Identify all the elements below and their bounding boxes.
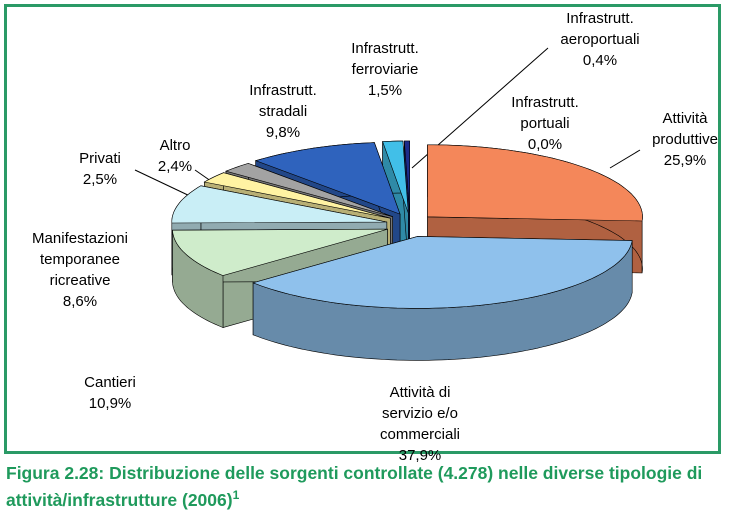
value-label: 8,6% xyxy=(62,293,98,310)
slice xyxy=(225,163,393,217)
value-label: 0,0% xyxy=(527,136,563,153)
slice xyxy=(171,185,387,224)
caption-note: 1 xyxy=(232,488,240,502)
chart xyxy=(134,47,643,361)
value-label: 1,5% xyxy=(367,82,403,99)
leader-line xyxy=(134,169,193,198)
value-label: 10,9% xyxy=(88,395,132,412)
value-label: 25,9% xyxy=(663,152,707,169)
slice-label: Infrastrutt. ferroviarie xyxy=(351,40,419,78)
slice xyxy=(252,236,633,361)
value-label: 0,4% xyxy=(582,52,618,69)
value-label: 9,8% xyxy=(265,124,301,141)
value-label: 37,9% xyxy=(398,447,442,464)
slice xyxy=(172,228,388,276)
slice xyxy=(203,172,391,219)
chart-frame xyxy=(4,4,721,454)
slice xyxy=(403,140,411,214)
slice xyxy=(254,142,401,215)
slice xyxy=(427,144,643,222)
slice xyxy=(252,236,633,309)
slice-label: Manifestazioni temporanee ricreative xyxy=(32,230,128,289)
slice-label: Infrastrutt. stradali xyxy=(249,82,317,120)
slice-label: Cantieri xyxy=(84,374,136,391)
slice-label: Infrastrutt. aeroportuali xyxy=(560,10,640,48)
slice-label: Infrastrutt. portuali xyxy=(511,94,579,132)
slice xyxy=(382,140,409,214)
slice-label: Privati xyxy=(79,150,121,167)
leader-line xyxy=(609,149,641,169)
slice-label: Attività produttive xyxy=(652,110,718,148)
value-label: 2,4% xyxy=(157,158,193,175)
slice-label: Altro xyxy=(159,137,191,154)
caption: Figura 2.28: Distribuzione delle sorgent… xyxy=(6,462,726,511)
caption-text: Figura 2.28: Distribuzione delle sorgent… xyxy=(6,463,703,510)
value-label: 2,5% xyxy=(82,171,118,188)
slice-label: Attività di servizio e/o commerciali xyxy=(379,384,461,443)
